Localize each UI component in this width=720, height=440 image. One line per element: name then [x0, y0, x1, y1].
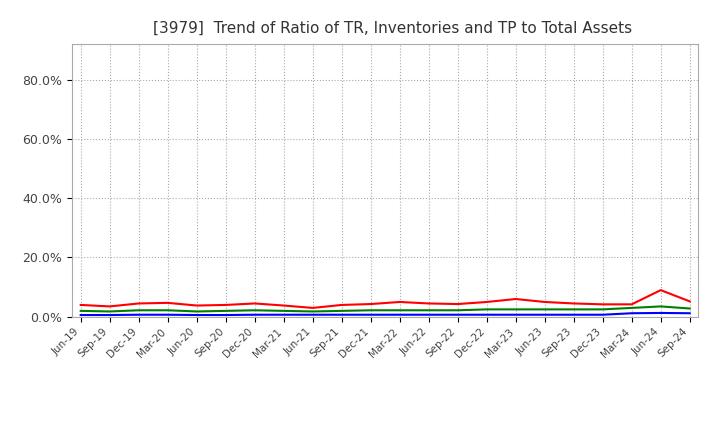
Inventories [221, 312, 230, 318]
Trade Payables [627, 305, 636, 311]
Inventories [163, 312, 172, 317]
Trade Receivables [366, 301, 375, 307]
Trade Payables [541, 307, 549, 312]
Trade Receivables [598, 302, 607, 307]
Legend: Trade Receivables, Inventories, Trade Payables: Trade Receivables, Inventories, Trade Pa… [161, 438, 610, 440]
Trade Receivables [627, 302, 636, 307]
Trade Receivables [482, 299, 491, 304]
Trade Payables [395, 308, 404, 313]
Trade Receivables [163, 300, 172, 305]
Inventories [570, 312, 578, 317]
Trade Payables [251, 308, 259, 313]
Text: [3979]  Trend of Ratio of TR, Inventories and TP to Total Assets: [3979] Trend of Ratio of TR, Inventories… [153, 21, 633, 36]
Trade Payables [105, 309, 114, 314]
Trade Payables [424, 308, 433, 313]
Trade Payables [454, 308, 462, 313]
Line: Inventories: Inventories [81, 313, 690, 315]
Trade Payables [308, 309, 317, 314]
Trade Receivables [541, 299, 549, 304]
Trade Payables [570, 307, 578, 312]
Trade Payables [366, 308, 375, 313]
Inventories [627, 311, 636, 316]
Inventories [279, 312, 288, 317]
Inventories [105, 312, 114, 318]
Inventories [251, 312, 259, 317]
Trade Receivables [308, 305, 317, 311]
Trade Receivables [221, 302, 230, 308]
Trade Receivables [685, 299, 694, 304]
Trade Receivables [251, 301, 259, 306]
Trade Payables [76, 308, 85, 314]
Inventories [598, 312, 607, 317]
Trade Payables [482, 307, 491, 312]
Inventories [395, 312, 404, 317]
Inventories [482, 312, 491, 317]
Trade Receivables [657, 287, 665, 293]
Inventories [338, 312, 346, 317]
Trade Payables [135, 308, 143, 313]
Inventories [657, 310, 665, 315]
Trade Payables [192, 309, 201, 314]
Trade Payables [598, 307, 607, 312]
Line: Trade Receivables: Trade Receivables [81, 290, 690, 308]
Inventories [135, 312, 143, 317]
Trade Receivables [279, 303, 288, 308]
Trade Receivables [192, 303, 201, 308]
Inventories [192, 312, 201, 318]
Trade Receivables [454, 301, 462, 307]
Trade Payables [338, 308, 346, 314]
Trade Receivables [424, 301, 433, 306]
Inventories [511, 312, 520, 317]
Trade Payables [511, 307, 520, 312]
Trade Payables [657, 304, 665, 309]
Trade Receivables [338, 302, 346, 308]
Trade Payables [163, 308, 172, 313]
Inventories [541, 312, 549, 317]
Inventories [308, 312, 317, 317]
Trade Payables [221, 308, 230, 314]
Inventories [424, 312, 433, 317]
Trade Receivables [76, 302, 85, 308]
Trade Receivables [511, 297, 520, 302]
Trade Receivables [135, 301, 143, 306]
Inventories [366, 312, 375, 317]
Trade Receivables [105, 304, 114, 309]
Inventories [454, 312, 462, 317]
Line: Trade Payables: Trade Payables [81, 306, 690, 312]
Trade Payables [685, 306, 694, 311]
Trade Receivables [395, 299, 404, 304]
Trade Receivables [570, 301, 578, 306]
Inventories [76, 312, 85, 318]
Inventories [685, 311, 694, 316]
Trade Payables [279, 308, 288, 314]
